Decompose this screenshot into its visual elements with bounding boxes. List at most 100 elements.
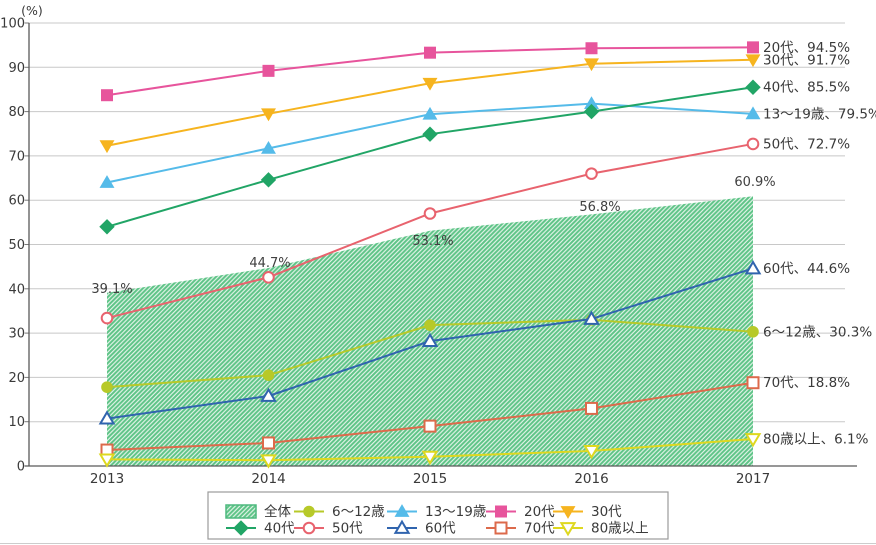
legend-item-age-30s: 30代	[553, 504, 622, 520]
series-age-30s-marker-2016	[584, 58, 599, 72]
legend: 全体 6～12歳 13～19歳 20代 30代 40代 50代 60代 70代 80歳以上	[207, 491, 669, 540]
legend-item-age-20s: 20代	[486, 504, 555, 520]
xtick-label-2014: 2014	[251, 471, 285, 487]
xtick-label-2013: 2013	[90, 471, 124, 487]
series-age-60s-marker-2014	[260, 387, 277, 402]
ytick-label-90: 90	[8, 61, 25, 76]
legend-label-age-30s: 30代	[591, 504, 622, 520]
series-age-70s-end-label: 70代、18.8%	[763, 375, 850, 391]
series-age-60s: 60代、44.6%	[98, 260, 850, 425]
series-age-40s-marker-2014	[260, 172, 277, 188]
series-age-6-12: 6～12歳、30.3%	[101, 314, 872, 393]
series-age-60s-marker-2017	[744, 260, 762, 275]
series-age-70s-marker-2015	[423, 419, 437, 433]
ytick-label-40: 40	[8, 282, 25, 297]
ytick-label-50: 50	[8, 238, 25, 253]
xtick-label-2015: 2015	[413, 471, 447, 487]
legend-marker-age-30s	[560, 506, 576, 519]
ytick-label-80: 80	[8, 105, 25, 120]
series-age-40s-marker-2017	[745, 79, 761, 95]
series-age-50s-marker-2015	[423, 207, 437, 220]
ytick-label-0: 0	[17, 460, 25, 475]
legend-item-age-80plus: 80歳以上	[553, 521, 649, 537]
legend-item-age-60s: 60代	[387, 519, 456, 537]
series-age-40s-marker-2013	[99, 219, 115, 235]
legend-marker-age-6-12	[303, 505, 315, 518]
series-age-30s-marker-2013	[99, 140, 115, 154]
series-age-50s-marker-2016	[585, 167, 598, 180]
ytick-label-30: 30	[8, 327, 25, 342]
legend-marker-age-70s	[494, 521, 508, 535]
series-age-20s-marker-2016	[585, 42, 598, 55]
series-age-13-19-end-label: 13～19歳、79.5%	[763, 106, 876, 122]
legend-item-age-40s: 40代	[226, 520, 295, 537]
series-age-60s-end-label: 60代、44.6%	[763, 261, 850, 277]
series-age-70s-marker-2017	[746, 376, 760, 390]
xtick-label-2017: 2017	[736, 471, 770, 487]
ytick-label-60: 60	[8, 194, 25, 209]
series-age-80plus-marker-2017	[744, 433, 762, 448]
legend-label-age-20s: 20代	[524, 504, 555, 520]
legend-item-age-6-12: 6～12歳	[294, 504, 385, 520]
series-age-20s-marker-2014	[262, 64, 275, 77]
series-age-40s-end-label: 40代、85.5%	[763, 80, 850, 96]
y-axis-unit-label: (%)	[21, 3, 43, 18]
series-age-80plus: 80歳以上、6.1%	[98, 431, 869, 469]
series-age-6-12-marker-2013	[101, 381, 113, 393]
series-age-13-19-marker-2013	[99, 175, 115, 188]
legend-marker-age-40s	[233, 520, 249, 536]
series-age-6-12-marker-2015	[424, 319, 436, 331]
series-age-40s: 40代、85.5%	[99, 79, 850, 235]
legend-item-overall: 全体	[225, 503, 291, 520]
ytick-label-70: 70	[8, 149, 25, 164]
overall-point-label-2014: 44.7%	[249, 256, 290, 271]
series-age-30s-marker-2017	[745, 54, 761, 68]
series-age-30s: 30代、91.7%	[99, 52, 850, 154]
series-age-60s-marker-2016	[583, 310, 600, 325]
series-age-6-12-marker-2014	[262, 369, 275, 381]
series-age-30s-marker-2015	[422, 77, 438, 91]
legend-marker-age-80plus	[559, 522, 577, 537]
series-age-40s-marker-2015	[422, 126, 438, 142]
series-age-60s-marker-2013	[98, 410, 116, 425]
series-age-6-12-end-label: 6～12歳、30.3%	[763, 324, 872, 340]
ytick-label-20: 20	[8, 371, 25, 386]
ytick-label-100: 100	[0, 17, 25, 32]
ytick-label-10: 10	[8, 415, 25, 430]
legend-label-age-6-12: 6～12歳	[332, 504, 385, 520]
series-age-20s-marker-2013	[101, 89, 113, 102]
series-age-80plus-end-label: 80歳以上、6.1%	[763, 431, 869, 447]
legend-swatch-overall	[225, 504, 257, 519]
series-age-20s-end-label: 20代、94.5%	[763, 40, 850, 56]
series-age-80plus-marker-2014	[260, 454, 277, 469]
legend-label-age-50s: 50代	[332, 521, 363, 537]
series-age-80plus-marker-2016	[583, 445, 600, 460]
series-age-40s-marker-2016	[583, 103, 600, 120]
legend-label-age-80plus: 80歳以上	[591, 521, 649, 537]
overall-point-label-2013: 39.1%	[91, 282, 132, 297]
series-age-60s-marker-2015	[421, 332, 439, 347]
series-age-30s-end-label: 30代、91.7%	[763, 52, 850, 68]
series-age-13-19-marker-2015	[422, 106, 438, 120]
series-age-50s-marker-2017	[746, 137, 760, 151]
series-age-70s-marker-2014	[262, 436, 275, 450]
series-age-20s: 20代、94.5%	[101, 40, 850, 102]
series-age-13-19: 13～19歳、79.5%	[99, 96, 876, 188]
series-age-13-19-marker-2014	[261, 140, 276, 154]
legend-label-age-60s: 60代	[425, 521, 456, 537]
series-age-70s-marker-2016	[585, 401, 598, 415]
legend-label-age-40s: 40代	[264, 521, 295, 537]
series-age-6-12-marker-2017	[747, 325, 759, 338]
overall-point-label-2015: 53.1%	[412, 234, 453, 249]
overall-point-label-2016: 56.8%	[579, 200, 620, 215]
series-age-50s-marker-2013	[100, 311, 114, 325]
series-age-30s-marker-2014	[261, 108, 276, 122]
legend-marker-age-50s	[302, 521, 316, 535]
overall-point-label-2017: 60.9%	[734, 175, 775, 190]
series-age-20s-marker-2017	[747, 41, 759, 54]
series-age-20s-marker-2015	[424, 46, 436, 59]
legend-item-age-70s: 70代	[486, 521, 555, 537]
legend-label-age-13-19: 13～19歳	[425, 504, 487, 520]
series-age-13-19-marker-2017	[745, 106, 761, 120]
